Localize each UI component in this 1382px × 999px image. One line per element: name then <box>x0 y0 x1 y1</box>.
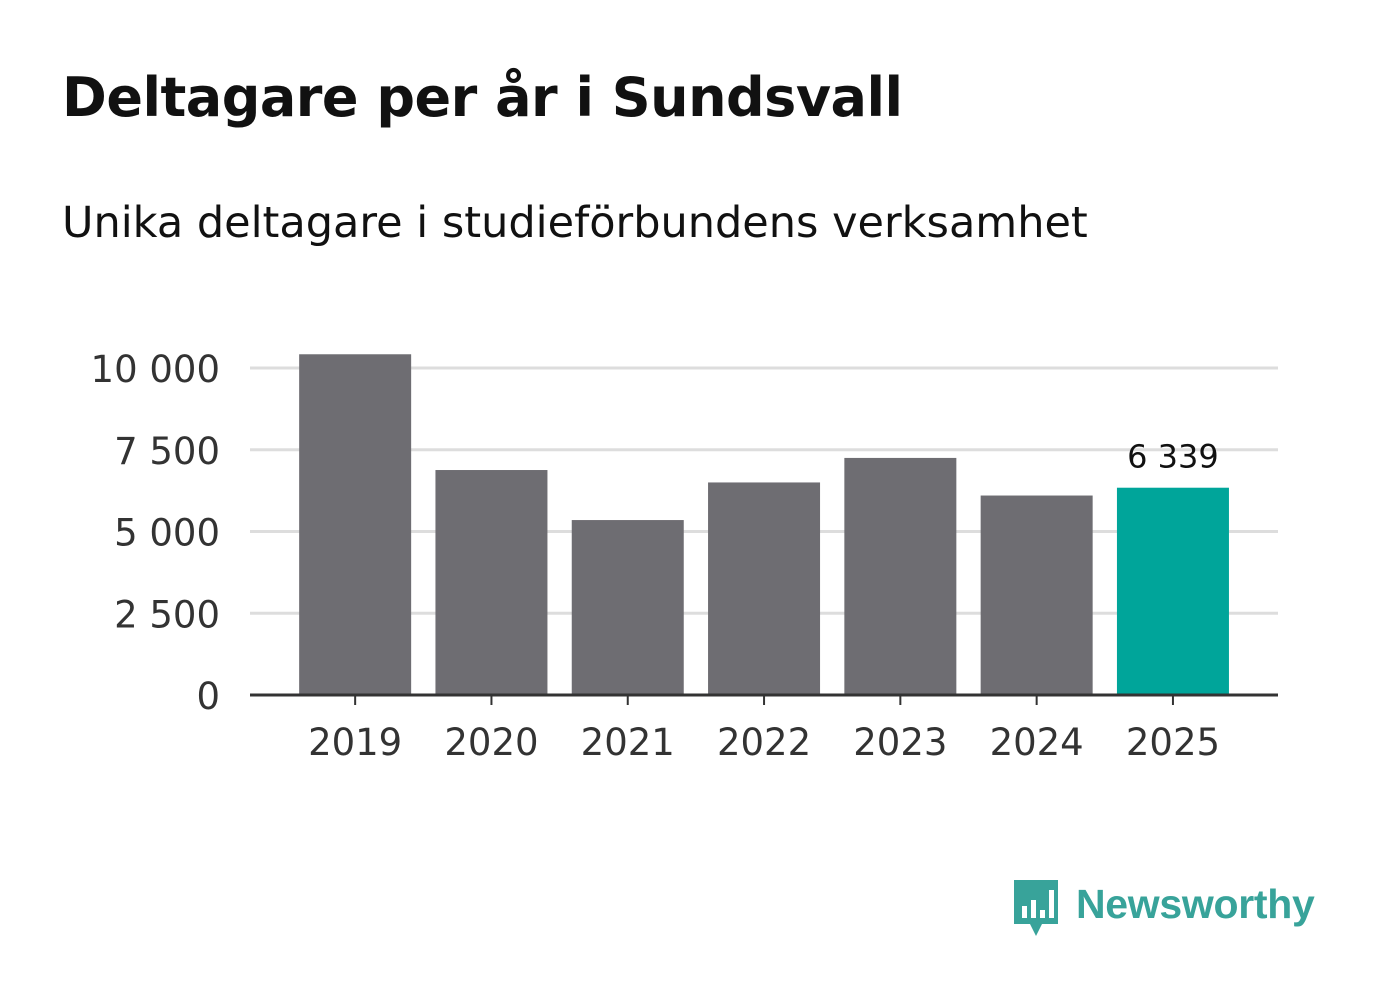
x-tick-label: 2019 <box>308 721 402 764</box>
x-tick-label: 2020 <box>444 721 538 764</box>
x-tick-label: 2021 <box>581 721 675 764</box>
y-tick-label: 10 000 <box>91 348 220 391</box>
bar <box>980 495 1093 695</box>
x-tick-label: 2024 <box>990 721 1084 764</box>
y-tick-label: 2 500 <box>114 593 220 636</box>
y-tick-label: 7 500 <box>114 430 220 473</box>
x-tick-label: 2025 <box>1126 721 1220 764</box>
bar <box>844 457 957 695</box>
chart-subtitle: Unika deltagare i studieförbundens verks… <box>62 198 1088 248</box>
y-tick-label: 5 000 <box>114 512 220 555</box>
bar <box>708 482 821 695</box>
bar <box>299 354 412 695</box>
brand-logo: Newsworthy <box>1010 876 1315 940</box>
bar-highlight <box>1116 487 1229 695</box>
bar <box>571 520 684 695</box>
x-tick-label: 2023 <box>853 721 947 764</box>
newsworthy-logo-icon <box>1014 880 1058 936</box>
y-tick-label: 0 <box>196 675 220 718</box>
data-label: 6 339 <box>1127 438 1219 476</box>
chart-title: Deltagare per år i Sundsvall <box>62 66 903 129</box>
brand-name: Newsworthy <box>1076 880 1315 927</box>
x-tick-label: 2022 <box>717 721 811 764</box>
bar <box>435 470 548 695</box>
